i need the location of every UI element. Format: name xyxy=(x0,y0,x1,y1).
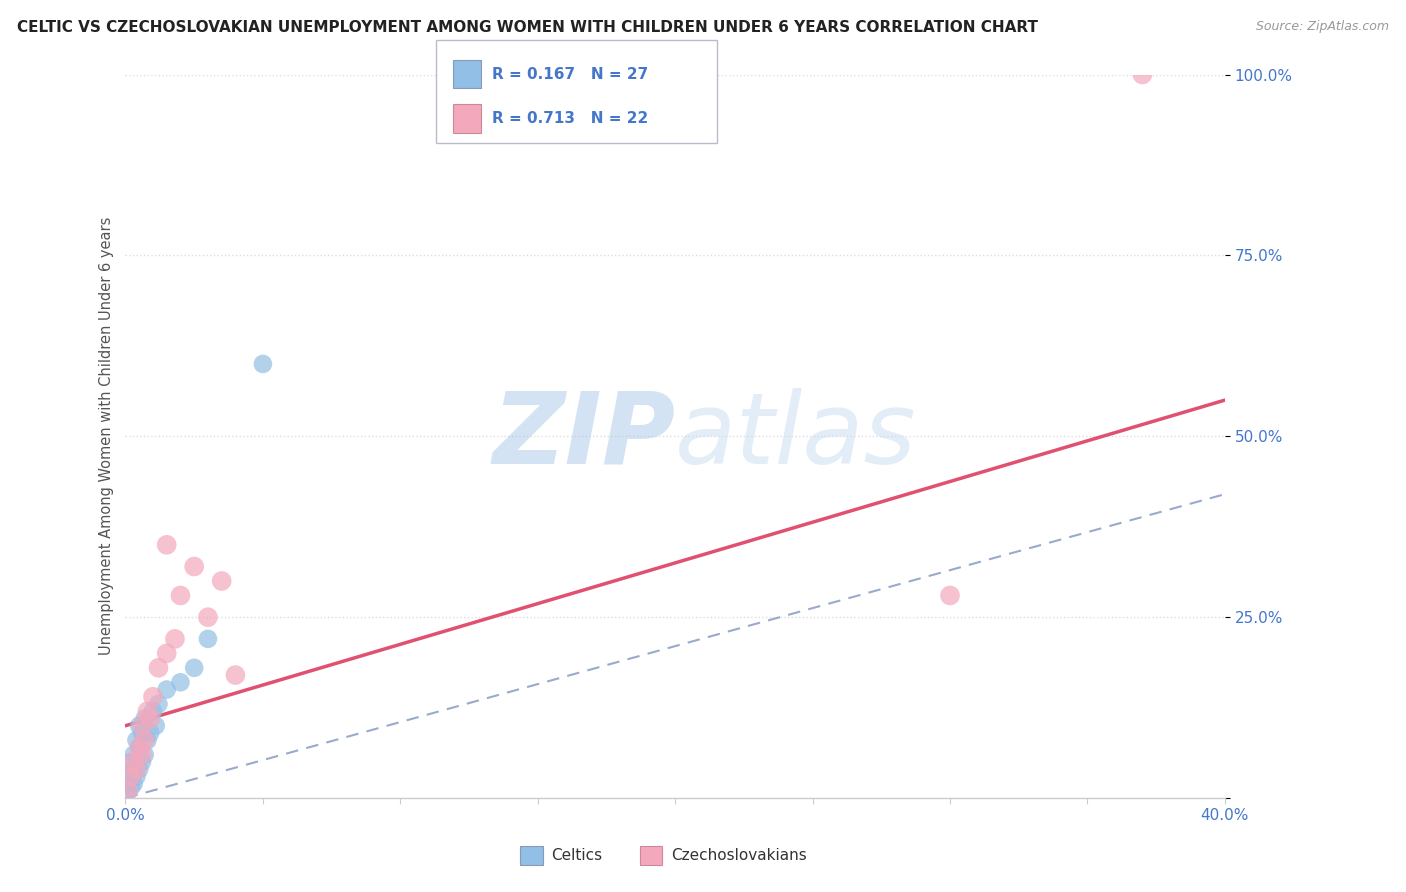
Point xyxy=(169,589,191,603)
Text: CELTIC VS CZECHOSLOVAKIAN UNEMPLOYMENT AMONG WOMEN WITH CHILDREN UNDER 6 YEARS C: CELTIC VS CZECHOSLOVAKIAN UNEMPLOYMENT A… xyxy=(17,20,1038,35)
Point xyxy=(183,661,205,675)
Point xyxy=(120,755,142,769)
Point xyxy=(131,755,153,769)
Point xyxy=(136,733,159,747)
Point xyxy=(122,755,145,769)
Y-axis label: Unemployment Among Women with Children Under 6 years: Unemployment Among Women with Children U… xyxy=(100,217,114,656)
Text: Celtics: Celtics xyxy=(551,848,602,863)
Point xyxy=(131,726,153,740)
Point xyxy=(211,574,233,588)
Point xyxy=(134,733,156,747)
Point xyxy=(148,661,170,675)
Text: atlas: atlas xyxy=(675,388,917,484)
Point xyxy=(117,784,139,798)
Point xyxy=(122,762,145,776)
Point xyxy=(156,538,179,552)
Text: ZIP: ZIP xyxy=(492,388,675,484)
Point xyxy=(156,646,179,660)
Point xyxy=(128,719,150,733)
Point xyxy=(122,747,145,762)
Point xyxy=(197,632,219,646)
Point xyxy=(120,780,142,795)
Point xyxy=(125,762,148,776)
Point xyxy=(169,675,191,690)
Point xyxy=(183,559,205,574)
Point xyxy=(136,704,159,718)
Point xyxy=(134,747,156,762)
Point xyxy=(252,357,274,371)
Point xyxy=(224,668,246,682)
Text: R = 0.167   N = 27: R = 0.167 N = 27 xyxy=(492,67,648,81)
Point xyxy=(125,769,148,783)
Point xyxy=(148,697,170,711)
Point xyxy=(117,776,139,790)
Point xyxy=(142,704,165,718)
Text: Source: ZipAtlas.com: Source: ZipAtlas.com xyxy=(1256,20,1389,33)
Text: R = 0.713   N = 22: R = 0.713 N = 22 xyxy=(492,112,648,126)
Point xyxy=(939,589,962,603)
Point xyxy=(156,682,179,697)
Point xyxy=(128,740,150,755)
Point xyxy=(120,769,142,783)
Point xyxy=(128,740,150,755)
Point xyxy=(134,711,156,725)
Point xyxy=(128,762,150,776)
Point xyxy=(125,733,148,747)
Point xyxy=(131,719,153,733)
Point xyxy=(163,632,186,646)
Text: Czechoslovakians: Czechoslovakians xyxy=(671,848,807,863)
Point xyxy=(139,711,162,725)
Point xyxy=(197,610,219,624)
Point xyxy=(131,747,153,762)
Point xyxy=(1132,68,1154,82)
Point xyxy=(139,726,162,740)
Point xyxy=(122,776,145,790)
Point xyxy=(120,769,142,783)
Point xyxy=(117,784,139,798)
Point xyxy=(142,690,165,704)
Point xyxy=(145,719,167,733)
